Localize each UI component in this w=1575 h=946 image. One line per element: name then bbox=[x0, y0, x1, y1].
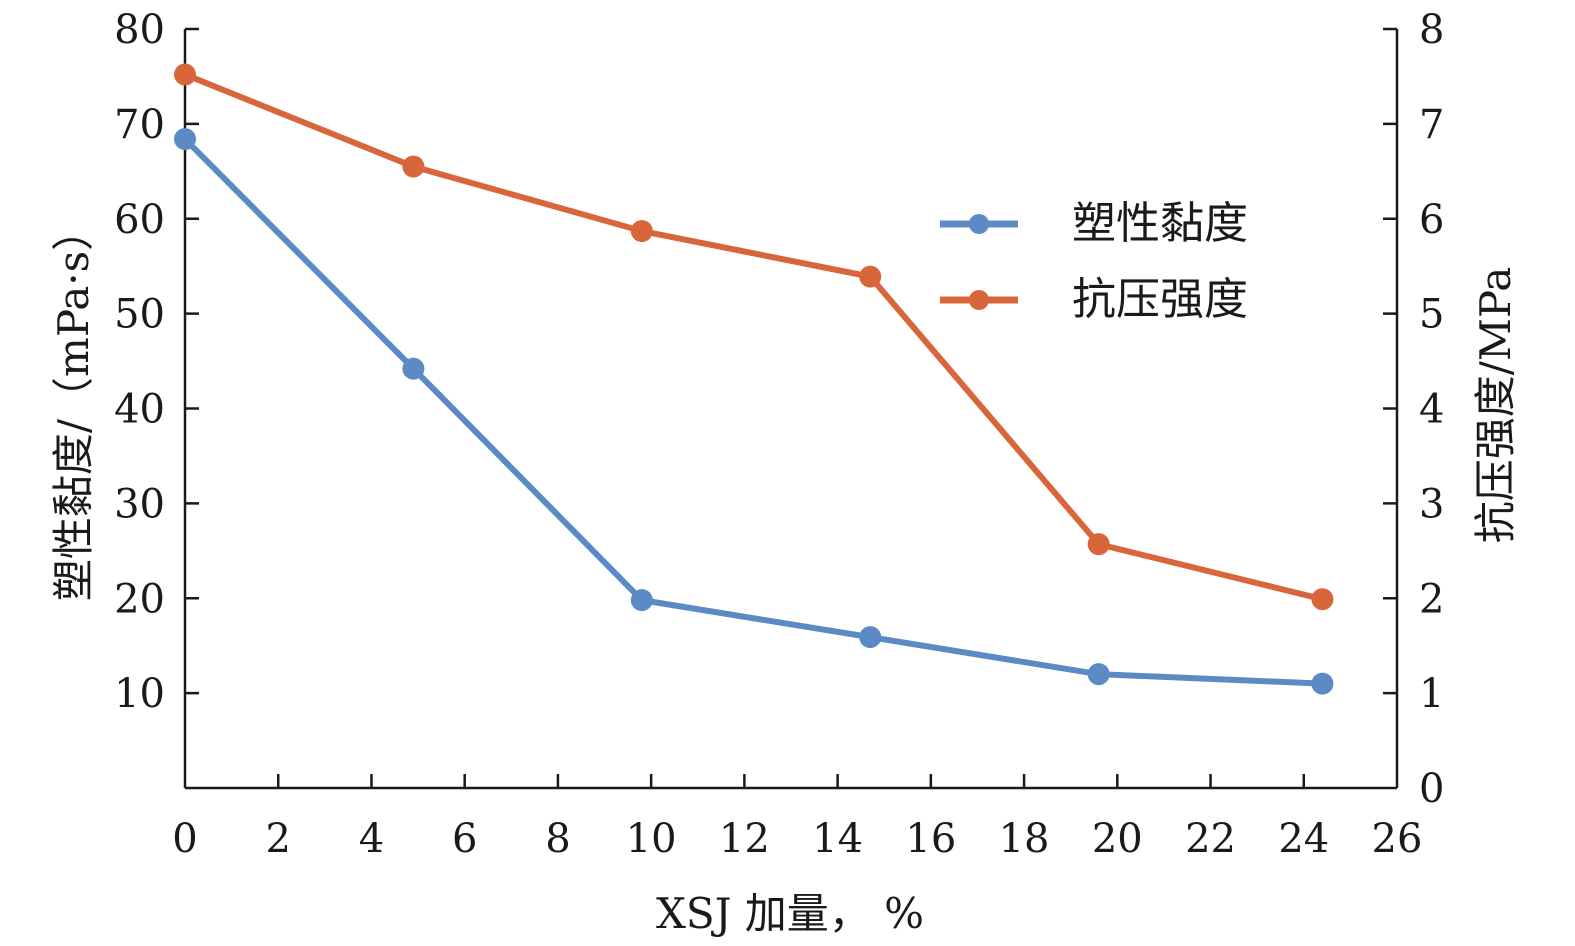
y-left-axis-title: 塑性黏度/（mPa·s） bbox=[49, 209, 98, 601]
legend-item-strength: 抗压强度 bbox=[940, 274, 1248, 325]
y-right-axis-title: 抗压强度/MPa bbox=[1471, 267, 1520, 544]
plot-area: 0 2 4 6 8 10 12 14 16 18 20 22 24 26 1020304050607080… bbox=[114, 7, 1444, 862]
data-point-viscosity bbox=[174, 128, 196, 151]
data-point-viscosity bbox=[1311, 672, 1334, 695]
x-tick-label: 20 bbox=[1092, 816, 1143, 862]
y-left-tick-label: 40 bbox=[114, 387, 165, 433]
data-point-strength bbox=[1087, 533, 1110, 556]
y-right-tick-label: 1 bbox=[1419, 671, 1444, 717]
series-line-viscosity bbox=[182, 136, 1323, 687]
y-right-tick-label: 8 bbox=[1419, 7, 1444, 53]
data-point-strength bbox=[174, 63, 196, 86]
x-tick-label: 14 bbox=[812, 816, 863, 862]
x-axis-title: XSJ 加量， % bbox=[656, 889, 924, 938]
x-tick-label: 8 bbox=[545, 816, 570, 862]
y-right-tick-label: 5 bbox=[1419, 292, 1444, 338]
data-point-viscosity bbox=[859, 626, 882, 649]
x-tick-label: 22 bbox=[1185, 816, 1236, 862]
y-right-tick-label: 6 bbox=[1419, 197, 1444, 243]
y-right-tick-label: 2 bbox=[1419, 576, 1444, 622]
x-tick-label: 0 bbox=[172, 816, 197, 862]
y-left-tick-label: 10 bbox=[114, 671, 165, 717]
y-left-tick-label: 60 bbox=[114, 197, 165, 243]
y-right-tick-label: 0 bbox=[1419, 766, 1444, 812]
y-left-tick-label: 30 bbox=[114, 481, 165, 527]
data-point-viscosity bbox=[1087, 663, 1110, 686]
y-right-tick-label: 3 bbox=[1419, 481, 1444, 527]
x-tick-label: 10 bbox=[626, 816, 677, 862]
series-layer bbox=[174, 63, 1334, 695]
y-left-tick-label: 80 bbox=[114, 7, 165, 53]
y-left-tick-label: 20 bbox=[114, 576, 165, 622]
y-left-ticks: 10 20 30 40 50 60 70 80 bbox=[114, 7, 199, 717]
legend-item-viscosity: 塑性黏度 bbox=[940, 198, 1248, 249]
data-point-strength bbox=[402, 155, 425, 178]
legend-marker-viscosity bbox=[969, 214, 989, 234]
x-tick-label: 6 bbox=[452, 816, 477, 862]
data-point-viscosity bbox=[630, 589, 653, 612]
series-line-strength bbox=[183, 71, 1324, 603]
x-tick-label: 4 bbox=[359, 816, 384, 862]
y-left-tick-label: 50 bbox=[114, 292, 165, 338]
legend: 塑性黏度 抗压强度 bbox=[940, 198, 1248, 325]
legend-label-viscosity: 塑性黏度 bbox=[1072, 198, 1248, 249]
y-right-tick-label: 7 bbox=[1419, 102, 1444, 148]
y-right-tick-label: 4 bbox=[1419, 387, 1444, 433]
y-right-ticks: 0 1 2 3 4 5 6 7 8 bbox=[1383, 7, 1444, 812]
x-tick-label: 24 bbox=[1278, 816, 1329, 862]
y-left-tick-label: 70 bbox=[114, 102, 165, 148]
legend-marker-strength bbox=[969, 290, 989, 310]
data-point-viscosity bbox=[402, 357, 425, 380]
legend-label-strength: 抗压强度 bbox=[1072, 274, 1248, 325]
data-point-strength bbox=[859, 265, 882, 288]
data-point-strength bbox=[1311, 588, 1334, 611]
x-tick-label: 18 bbox=[999, 816, 1050, 862]
data-point-strength bbox=[630, 220, 653, 243]
x-tick-label: 12 bbox=[719, 816, 770, 862]
x-tick-label: 16 bbox=[905, 816, 956, 862]
x-tick-label: 2 bbox=[266, 816, 291, 862]
x-tick-label: 26 bbox=[1372, 816, 1423, 862]
x-ticks: 0 2 4 6 8 10 12 14 16 18 20 22 24 26 bbox=[172, 774, 1422, 862]
